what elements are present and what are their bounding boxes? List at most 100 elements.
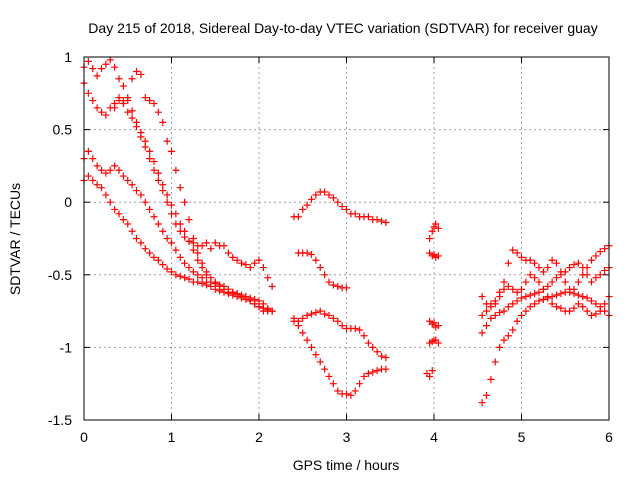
data-point (115, 75, 123, 83)
series-arc-1 (80, 56, 210, 279)
data-point (566, 307, 574, 315)
x-tick-label: 2 (255, 429, 263, 445)
data-point (84, 89, 92, 97)
data-point (535, 297, 543, 305)
data-point (557, 271, 565, 279)
data-point (579, 264, 587, 272)
data-point (89, 155, 97, 163)
data-point (535, 288, 543, 296)
y-tick-label: 0 (64, 194, 72, 210)
data-point (84, 147, 92, 155)
data-point (570, 304, 578, 312)
data-point (334, 387, 342, 395)
data-point (356, 380, 364, 388)
data-point (574, 291, 582, 299)
data-point (172, 220, 180, 228)
data-point (483, 322, 490, 330)
data-point (496, 288, 504, 296)
data-point (150, 213, 158, 221)
x-tick-label: 6 (605, 429, 613, 445)
data-point (224, 290, 232, 298)
data-point (509, 246, 517, 254)
data-point (98, 184, 105, 192)
data-point (583, 271, 591, 279)
series-arc-8 (290, 307, 390, 362)
data-point (189, 268, 197, 276)
data-point (98, 166, 105, 174)
data-point (588, 311, 595, 319)
data-point (504, 303, 512, 311)
data-point (233, 293, 241, 301)
data-point (316, 307, 324, 315)
data-point (133, 235, 140, 242)
data-point (198, 242, 206, 250)
data-point (548, 256, 556, 264)
y-tick-label: -0.5 (48, 267, 72, 283)
data-point (557, 290, 565, 298)
data-point (124, 176, 132, 184)
series-arc-5 (80, 172, 276, 315)
data-point (102, 191, 110, 199)
data-point (557, 304, 565, 312)
series-arc-7 (294, 249, 350, 292)
data-point (329, 194, 337, 202)
data-point (146, 155, 154, 163)
data-point (168, 239, 175, 247)
data-point (321, 188, 329, 196)
data-point (194, 249, 202, 257)
x-tick-label: 5 (518, 429, 526, 445)
data-point (592, 310, 600, 318)
data-point (115, 166, 123, 174)
data-point (259, 264, 267, 272)
x-axis-label: GPS time / hours (293, 457, 400, 473)
data-point (290, 314, 298, 322)
data-point (303, 311, 311, 319)
data-point (378, 352, 385, 360)
data-point (168, 210, 175, 218)
data-point (154, 176, 162, 184)
data-point (216, 287, 224, 295)
data-point (500, 307, 508, 315)
data-point (574, 300, 582, 308)
axis-ticks (83, 56, 610, 421)
data-point (308, 195, 315, 203)
data-point (268, 307, 276, 315)
data-point (583, 307, 591, 315)
data-point (334, 198, 342, 206)
data-point (194, 278, 202, 286)
data-point (137, 191, 145, 199)
x-tick-label: 0 (80, 429, 88, 445)
data-point (268, 282, 276, 290)
data-point (500, 278, 508, 286)
data-point (185, 237, 193, 245)
data-point (181, 233, 189, 241)
data-point (124, 108, 132, 116)
data-point (211, 285, 219, 293)
data-point (154, 256, 162, 264)
data-point (351, 325, 359, 333)
data-point (168, 201, 175, 209)
data-point (159, 261, 167, 269)
data-point (428, 227, 436, 235)
data-point (535, 264, 543, 272)
data-point (299, 329, 307, 337)
data-point (373, 367, 381, 375)
data-point (229, 291, 237, 299)
data-point (513, 288, 521, 296)
data-point (428, 367, 436, 375)
data-point (150, 99, 158, 107)
data-point (518, 285, 525, 293)
data-point (93, 72, 101, 80)
data-point (299, 314, 307, 322)
data-point (308, 250, 315, 258)
data-point (334, 317, 342, 325)
data-point (364, 339, 372, 347)
data-point (176, 184, 184, 192)
data-point (432, 220, 440, 228)
data-point (159, 118, 167, 126)
data-point (426, 235, 434, 242)
y-axis-label: SDTVAR / TECUs (7, 183, 23, 295)
x-tick-labels: 0 1 2 3 4 5 6 (80, 429, 613, 445)
data-point (382, 354, 390, 362)
